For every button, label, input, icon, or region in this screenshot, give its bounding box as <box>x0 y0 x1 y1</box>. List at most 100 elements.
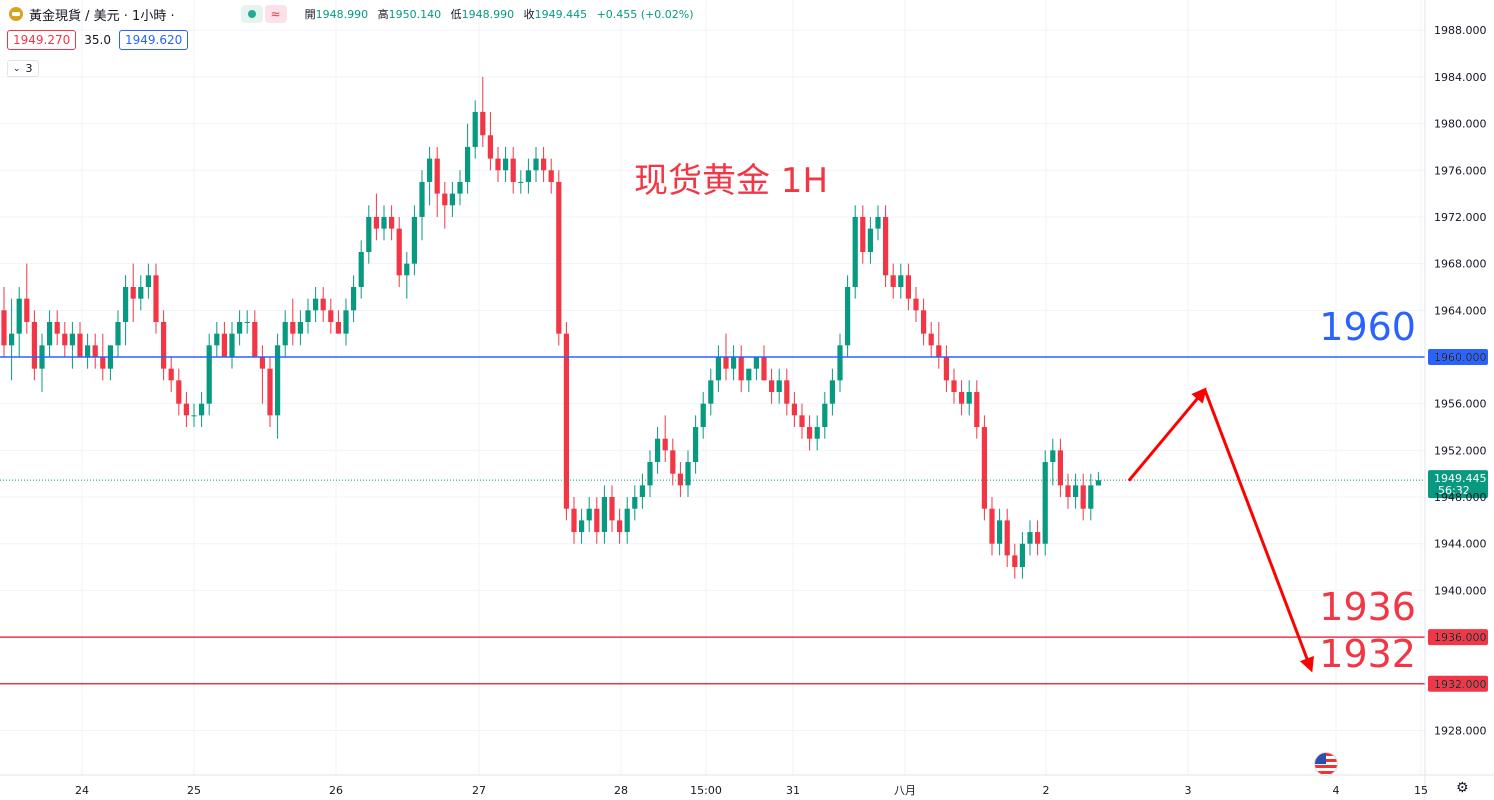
candle-body <box>1095 480 1101 486</box>
candle-body <box>799 415 805 428</box>
candle-body <box>738 357 744 381</box>
time-tick-label: 27 <box>472 784 486 797</box>
candle-body <box>123 286 129 322</box>
candle-body <box>199 403 205 416</box>
candle-body <box>677 473 683 486</box>
candle-body <box>510 158 516 182</box>
candle-body <box>77 333 83 357</box>
candlesticks <box>1 76 1101 579</box>
candle-body <box>404 263 410 276</box>
sell-price-button[interactable]: 1949.270 <box>7 30 77 50</box>
candle-body <box>647 462 653 486</box>
ohlc-close-label: 收 <box>523 8 535 21</box>
level-price-value: 1960.000 <box>1434 351 1487 364</box>
candle-body <box>495 158 501 171</box>
wave-icon[interactable]: ≈ <box>264 5 287 23</box>
bid-ask-panel: 1949.270 35.0 1949.620 <box>7 30 189 50</box>
candle-body <box>85 345 91 357</box>
candle-body <box>776 380 782 393</box>
candle-body <box>503 158 509 171</box>
market-open-icon[interactable] <box>240 5 263 23</box>
candle-body <box>138 286 144 299</box>
candle-body <box>556 181 562 334</box>
candle-body <box>168 368 174 381</box>
candle-body <box>145 275 151 287</box>
symbol-header: 黃金現貨 / 美元 · 1小時 · ≈ 開1948.990 高1950.140 … <box>0 0 700 28</box>
time-tick-label: 15 <box>1414 784 1428 797</box>
candle-body <box>427 158 433 182</box>
candle-body <box>290 321 296 334</box>
candle-body <box>624 508 630 533</box>
time-tick-label: 4 <box>1333 784 1340 797</box>
chevron-down-icon: ⌄ <box>13 63 21 74</box>
buy-price-button[interactable]: 1949.620 <box>118 30 189 50</box>
gold-logo-icon <box>9 7 23 21</box>
candle-body <box>541 158 547 171</box>
ohlc-open-label: 開 <box>304 8 316 21</box>
chart-title: 现货黄金 1H <box>634 161 828 201</box>
candle-body <box>69 333 75 346</box>
level-price-tag <box>1428 349 1488 365</box>
time-tick-label: 八月 <box>894 784 916 797</box>
candle-body <box>1057 450 1063 486</box>
candle-body <box>548 170 554 182</box>
candle-body <box>366 216 372 252</box>
level-price-tag <box>1428 629 1488 646</box>
candle-body <box>259 357 265 369</box>
current-price-tag <box>1428 470 1488 499</box>
candle-body <box>282 321 288 346</box>
indicators-toggle-button[interactable]: ⌄ 3 <box>7 60 39 77</box>
ohlc-close-value: 1949.445 <box>534 8 588 21</box>
candle-body <box>389 216 395 229</box>
us-flag-icon[interactable] <box>1314 752 1338 776</box>
symbol-title[interactable]: 黃金現貨 / 美元 · 1小時 · <box>29 8 175 24</box>
candle-body <box>898 275 904 287</box>
candle-body <box>943 357 949 381</box>
candle-body <box>723 357 729 369</box>
candle-body <box>275 345 281 416</box>
candle-body <box>670 450 676 474</box>
candle-body <box>1088 485 1094 509</box>
gear-icon[interactable]: ⚙ <box>1456 780 1469 796</box>
candle-body <box>54 321 60 334</box>
candle-body <box>214 333 220 346</box>
candle-body <box>594 508 600 533</box>
candle-body <box>396 228 402 276</box>
candle-body <box>480 111 486 136</box>
candle-body <box>807 427 813 439</box>
price-tick-label: 1956.000 <box>1434 398 1487 411</box>
candle-body <box>875 216 881 229</box>
candle-body <box>244 321 250 323</box>
candle-body <box>905 275 911 299</box>
candle-body <box>829 380 835 404</box>
candle-body <box>974 392 980 428</box>
price-tick-label: 1936.000 <box>1434 631 1487 644</box>
candle-body <box>1035 532 1041 544</box>
candle-body <box>563 333 569 509</box>
price-tick-label: 1928.000 <box>1434 724 1487 737</box>
candle-body <box>267 368 273 416</box>
indicators-count: 3 <box>25 62 33 75</box>
candle-body <box>525 170 531 182</box>
candle-body <box>176 380 182 404</box>
price-tick-label: 1940.000 <box>1434 584 1487 597</box>
candle-body <box>1027 532 1033 544</box>
candle-body <box>343 310 349 334</box>
candle-body <box>928 333 934 346</box>
candle-body <box>161 321 167 369</box>
candle-body <box>981 427 987 509</box>
candle-body <box>434 158 440 194</box>
time-axis: 24 25 26 27 28 15:00 31 八月 2 3 4 15 <box>0 774 1494 797</box>
candle-body <box>351 286 357 311</box>
candle-body <box>617 520 623 533</box>
candle-body <box>297 321 303 334</box>
price-tick-label: 1972.000 <box>1434 211 1487 224</box>
ohlc-values: 開1948.990 高1950.140 低1948.990 收1949.445 … <box>305 6 700 22</box>
level-price-value: 1936.000 <box>1434 631 1487 644</box>
price-tick-label: 1952.000 <box>1434 444 1487 457</box>
price-tick-label: 1988.000 <box>1434 24 1487 37</box>
level-price-value: 1932.000 <box>1434 678 1487 691</box>
candle-body <box>1004 520 1010 556</box>
candle-body <box>92 345 98 357</box>
